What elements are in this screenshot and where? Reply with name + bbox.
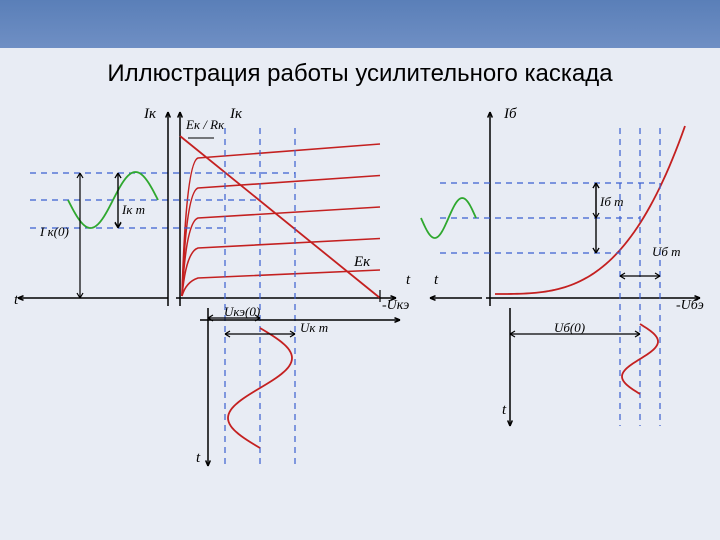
label-Ukm: Uк m <box>300 320 328 336</box>
diagram-area: Iк Iк Eк / Rк I к(0) Iк m Ек t t t Uкэ(0… <box>10 106 710 506</box>
label-Ikm: Iк m <box>122 202 145 218</box>
label-Ub0: Uб(0) <box>554 320 585 336</box>
diagram-svg <box>10 106 710 506</box>
label-Ek-Rk: Eк / Rк <box>186 118 224 132</box>
label-mUbe: -Uбэ <box>676 298 704 314</box>
label-Ubm: Uб m <box>652 244 681 260</box>
page-title: Иллюстрация работы усилительного каскада <box>0 60 720 88</box>
label-Uk0: Uкэ(0) <box>224 304 260 320</box>
label-t-uk: t <box>196 450 200 467</box>
label-t-ib: t <box>434 272 438 289</box>
label-Ek: Ек <box>354 254 370 271</box>
label-Ibm: Iб m <box>600 194 624 210</box>
label-Ik0: I к(0) <box>40 224 69 240</box>
label-t-ik: t <box>14 292 18 309</box>
label-Ib: Iб <box>504 106 517 123</box>
label-t-ub: t <box>502 402 506 419</box>
header-gradient <box>0 0 720 48</box>
label-Ik-left: Iк <box>144 106 156 123</box>
label-t-uke: t <box>406 272 410 289</box>
label-Ik-right: Iк <box>230 106 242 123</box>
label-mUke: -Uкэ <box>382 298 409 314</box>
